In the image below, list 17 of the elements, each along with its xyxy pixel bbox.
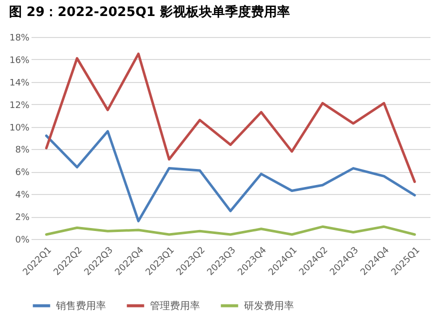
legend-label: 管理费用率 — [150, 300, 200, 312]
chart-title: 图 29：2022-2025Q1 影视板块单季度费用率 — [8, 4, 290, 20]
y-tick-label: 6% — [15, 168, 30, 178]
y-tick-label: 14% — [9, 78, 30, 88]
y-tick-label: 10% — [9, 123, 30, 134]
y-tick-label: 0% — [15, 236, 30, 246]
line-series — [45, 130, 416, 222]
y-tick-label: 12% — [9, 100, 30, 111]
y-tick-label: 18% — [9, 34, 30, 44]
y-tick-label: 8% — [15, 146, 30, 156]
y-tick-label: 16% — [9, 56, 30, 66]
legend-label: 销售费用率 — [55, 300, 106, 312]
line-series — [45, 225, 416, 236]
y-tick-label: 2% — [15, 213, 30, 224]
y-tick-label: 4% — [15, 190, 30, 201]
legend-label: 研发费用率 — [244, 300, 294, 312]
line-series — [45, 52, 416, 184]
